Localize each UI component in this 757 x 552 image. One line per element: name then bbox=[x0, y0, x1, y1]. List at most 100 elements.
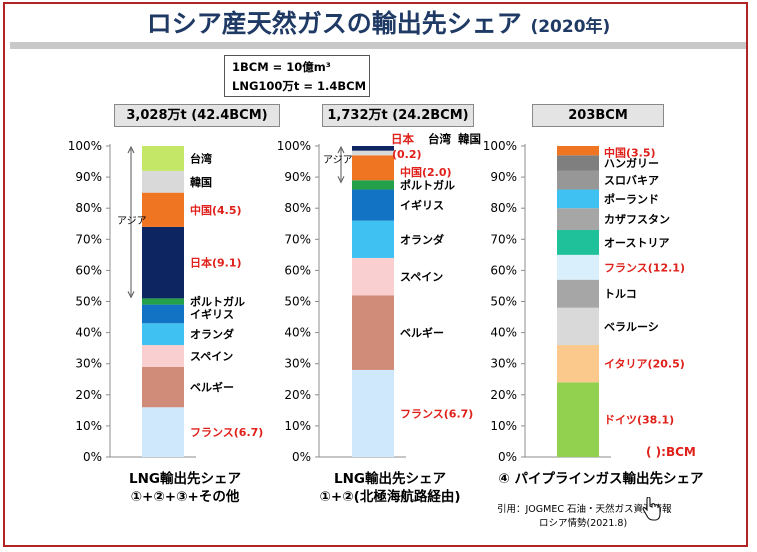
chart2-y-tick-label: 20% bbox=[284, 388, 311, 402]
chart2-asia-label: アジア bbox=[323, 155, 353, 166]
chart1-y-tick-label: 40% bbox=[75, 326, 102, 340]
chart2-header: 1,732万t (24.2BCM) bbox=[322, 104, 474, 127]
chart2-segment-label: フランス(6.7) bbox=[400, 407, 473, 420]
chart1-segment-label: ベルギー bbox=[190, 380, 234, 394]
chart2-taiwan-label: 台湾 bbox=[428, 132, 451, 146]
unit-note-box: 1BCM = 10億m³ LNG100万t = 1.4BCM bbox=[224, 55, 370, 97]
chart1-segment bbox=[142, 298, 184, 305]
chart2-y-tick-label: 40% bbox=[284, 326, 311, 340]
chart2-y-tick-label: 60% bbox=[284, 263, 311, 277]
chart2-asia-arrow-up bbox=[337, 145, 345, 154]
unit-note-line1: 1BCM = 10億m³ bbox=[232, 60, 331, 74]
chart1-segment bbox=[142, 345, 184, 367]
chart2-caption-line2: ①+②(北極海航路経由) bbox=[319, 489, 461, 505]
title-year: (2020年) bbox=[530, 17, 611, 37]
chart3-y-tick-label: 90% bbox=[490, 170, 517, 184]
chart3-segment-label: ポーランド bbox=[604, 192, 659, 206]
chart2-y-tick-label: 50% bbox=[284, 295, 311, 309]
chart3-y-tick-label: 10% bbox=[490, 419, 517, 433]
chart3-segment bbox=[557, 382, 599, 457]
chart3-segment bbox=[557, 254, 599, 280]
chart3-caption: ④ パイプラインガス輸出先シェア bbox=[496, 470, 706, 488]
chart1-y-tick-label: 30% bbox=[75, 357, 102, 371]
chart3-segment-label: 中国(3.5) bbox=[604, 146, 656, 160]
chart1-segment bbox=[142, 366, 184, 408]
chart2-y-tick-label: 10% bbox=[284, 419, 311, 433]
chart3-segment bbox=[557, 208, 599, 230]
chart2-segment bbox=[352, 220, 394, 258]
chart2-segment bbox=[352, 257, 394, 296]
chart2-japan-label: 日本 bbox=[391, 132, 414, 146]
chart2-asia-arrow-down bbox=[337, 176, 345, 184]
chart3-segment-label: スロバキア bbox=[604, 174, 659, 187]
slide-frame bbox=[3, 2, 748, 547]
chart1-segment-label: イギリス bbox=[190, 307, 234, 321]
title-underline bbox=[10, 42, 746, 49]
chart3-y-tick-label: 50% bbox=[490, 295, 517, 309]
chart2-segment bbox=[352, 295, 394, 370]
chart2-segment-label: 中国(2.0) bbox=[400, 165, 452, 179]
chart1-asia-arrow-up bbox=[127, 145, 135, 154]
chart3-y-tick-label: 0% bbox=[498, 450, 517, 464]
chart2-y-tick-label: 90% bbox=[284, 170, 311, 184]
chart3-y-tick-label: 70% bbox=[490, 232, 517, 246]
chart1-segment-label: 中国(4.5) bbox=[190, 203, 242, 217]
chart3-segment bbox=[557, 229, 599, 255]
chart2-caption: LNG輸出先シェア ①+②(北極海航路経由) bbox=[290, 470, 490, 506]
chart1-segment bbox=[142, 192, 184, 227]
chart2-y-tick-label: 100% bbox=[277, 139, 311, 153]
chart1-y-tick-label: 50% bbox=[75, 295, 102, 309]
chart1-asia-arrow-down bbox=[127, 291, 135, 299]
chart1-segment bbox=[142, 226, 184, 299]
chart1-y-tick-label: 20% bbox=[75, 388, 102, 402]
chart3-segment-label: ベラルーシ bbox=[604, 320, 659, 333]
chart2-caption-line1: LNG輸出先シェア bbox=[334, 471, 446, 487]
chart1-segment-label: 日本(9.1) bbox=[190, 256, 242, 270]
chart3-header: 203BCM bbox=[532, 104, 664, 127]
chart2-segment bbox=[352, 150, 394, 156]
chart2-y-tick-label: 80% bbox=[284, 201, 311, 215]
chart3-segment bbox=[557, 189, 599, 209]
chart1-y-tick-label: 0% bbox=[83, 450, 102, 464]
chart1-segment bbox=[142, 146, 184, 171]
chart3-segment bbox=[557, 279, 599, 308]
chart1-y-tick-label: 100% bbox=[68, 139, 102, 153]
chart2-segment bbox=[352, 180, 394, 190]
chart2-segment bbox=[352, 189, 394, 221]
chart2-y-tick-label: 70% bbox=[284, 232, 311, 246]
chart3-segment bbox=[557, 307, 599, 346]
citation-line1: 引用：JOGMEC 石油・天然ガス資源情報 bbox=[497, 504, 672, 515]
chart3-segment bbox=[557, 345, 599, 383]
chart2-segment bbox=[352, 146, 394, 151]
chart3-y-tick-label: 80% bbox=[490, 201, 517, 215]
chart3-segment-label: カザフスタン bbox=[604, 213, 670, 226]
chart1-segment-label: ポルトガル bbox=[190, 295, 245, 309]
chart2-y-tick-label: 0% bbox=[292, 450, 311, 464]
chart1-y-tick-label: 80% bbox=[75, 201, 102, 215]
chart2-segment-label: ベルギー bbox=[400, 326, 444, 340]
chart1-y-tick-label: 90% bbox=[75, 170, 102, 184]
chart1-segment bbox=[142, 304, 184, 324]
chart3-segment-label: ハンガリー bbox=[604, 156, 659, 170]
chart3-y-tick-label: 60% bbox=[490, 263, 517, 277]
chart2-small-value-label: (0.2) bbox=[392, 148, 422, 161]
chart3-segment bbox=[557, 170, 599, 190]
chart1-segment bbox=[142, 407, 184, 457]
unit-note-line2: LNG100万t = 1.4BCM bbox=[232, 79, 367, 93]
chart2-segment-label: イギリス bbox=[400, 198, 444, 212]
chart2-korea-label: 韓国 bbox=[458, 132, 481, 146]
chart3-y-tick-label: 100% bbox=[483, 139, 517, 153]
bcm-note: ( ):BCM bbox=[646, 445, 696, 459]
chart1-y-tick-label: 10% bbox=[75, 419, 102, 433]
chart3-segment bbox=[557, 155, 599, 171]
chart1-segment bbox=[142, 323, 184, 346]
chart3-y-tick-label: 20% bbox=[490, 388, 517, 402]
page-title: ロシア産天然ガスの輸出先シェア (2020年) bbox=[0, 4, 757, 40]
chart3-y-tick-label: 40% bbox=[490, 326, 517, 340]
chart1-caption: LNG輸出先シェア ①+②+③+その他 bbox=[100, 470, 270, 506]
chart1-segment bbox=[142, 170, 184, 193]
chart2-segment-label: オランダ bbox=[400, 232, 444, 246]
title-main: ロシア産天然ガスの輸出先シェア bbox=[146, 9, 522, 38]
